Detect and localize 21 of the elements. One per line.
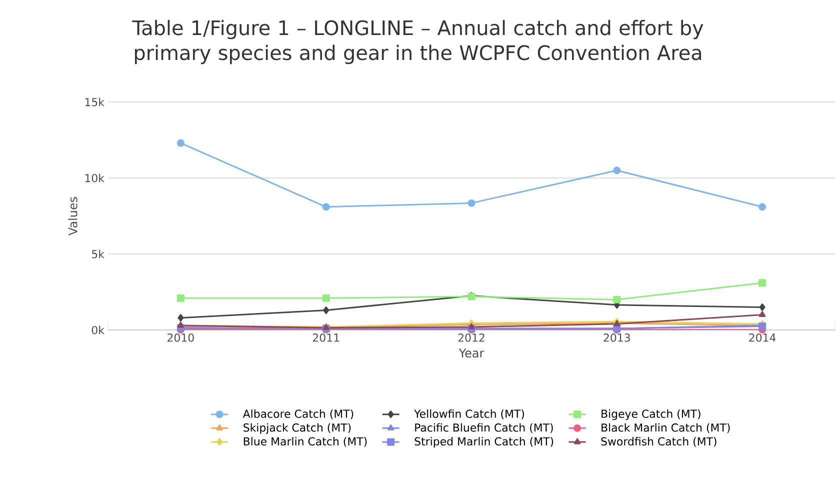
y-tick-label: 10k: [85, 174, 104, 182]
x-tick-label: 2011: [312, 334, 340, 342]
y-tick-label: 15k: [85, 98, 104, 106]
y-axis-title: Values: [68, 197, 78, 236]
legend-label: Swordfish Catch (MT): [601, 437, 716, 447]
legend-label: Blue Marlin Catch (MT): [244, 437, 367, 447]
x-axis-title: Year: [458, 348, 484, 358]
y-tick-label: 5k: [92, 250, 104, 258]
x-tick-label: 2014: [749, 334, 776, 342]
x-tick-label: 2010: [168, 334, 194, 342]
legend-label: Bigeye Catch (MT): [602, 409, 700, 420]
x-tick-label: 2012: [458, 334, 484, 342]
legend-label: Skipjack Catch (MT): [244, 423, 351, 434]
legend-label: Striped Marlin Catch (MT): [414, 437, 554, 448]
legend-label: Black Marlin Catch (MT): [602, 423, 730, 433]
legend-label: Pacific Bluefin Catch (MT): [415, 423, 553, 433]
x-tick-label: 2013: [604, 334, 630, 342]
chart-title: Table 1/Figure 1 – LONGLINE – Annual catch and effort by primary species and gear in the WCPFC Convention Area: [132, 20, 704, 64]
legend-label: Yellowfin Catch (MT): [414, 409, 524, 420]
legend-label: Albacore Catch (MT): [242, 409, 354, 420]
y-tick-label: 0k: [92, 326, 104, 334]
